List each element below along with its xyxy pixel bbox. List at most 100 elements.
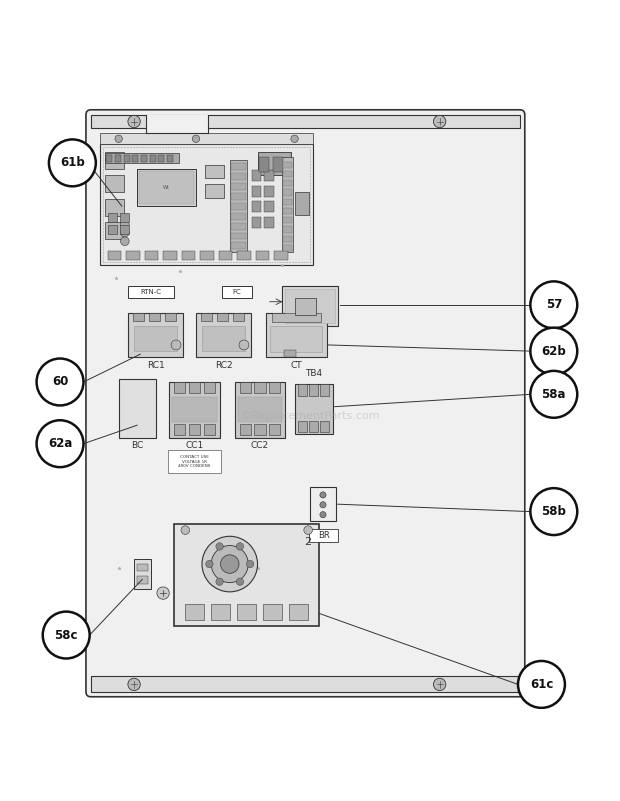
Bar	[137, 564, 148, 571]
Bar	[255, 251, 269, 260]
Bar	[295, 192, 309, 215]
Circle shape	[246, 561, 254, 568]
Circle shape	[304, 525, 312, 534]
Bar	[134, 327, 177, 351]
Bar	[205, 165, 224, 179]
Bar	[283, 162, 292, 167]
Bar	[265, 313, 327, 357]
FancyBboxPatch shape	[86, 110, 525, 697]
Circle shape	[433, 115, 446, 127]
Text: RC2: RC2	[215, 360, 232, 370]
Bar	[107, 213, 117, 222]
Circle shape	[320, 501, 326, 508]
Circle shape	[236, 578, 244, 586]
Bar	[231, 213, 246, 219]
Circle shape	[120, 237, 129, 246]
Bar	[106, 155, 112, 162]
Bar	[238, 397, 282, 422]
Bar	[100, 133, 313, 144]
Bar	[105, 175, 123, 192]
Bar	[283, 217, 292, 223]
Bar	[118, 379, 156, 437]
Text: 58b: 58b	[541, 505, 566, 518]
Bar	[211, 604, 230, 620]
Bar	[289, 604, 308, 620]
Bar	[269, 382, 280, 393]
Bar	[273, 157, 283, 172]
Text: Wt: Wt	[162, 185, 170, 190]
Text: 61c: 61c	[529, 678, 553, 691]
Text: CC2: CC2	[251, 441, 269, 450]
Bar	[205, 184, 224, 198]
Circle shape	[291, 135, 298, 143]
Bar	[174, 382, 185, 393]
Bar	[282, 157, 293, 252]
Text: BC: BC	[131, 441, 143, 450]
Bar	[139, 171, 194, 204]
Bar	[231, 173, 246, 180]
Bar	[309, 384, 318, 396]
Text: FC: FC	[232, 289, 242, 295]
Circle shape	[236, 543, 244, 550]
Circle shape	[128, 678, 140, 690]
Bar	[146, 115, 208, 133]
Bar	[298, 421, 307, 432]
Bar	[283, 189, 292, 195]
Bar	[257, 151, 291, 175]
Circle shape	[530, 281, 577, 328]
Text: CC1: CC1	[185, 441, 204, 450]
Bar	[233, 313, 244, 321]
Bar	[264, 186, 273, 197]
Bar	[321, 384, 329, 396]
Bar	[263, 604, 281, 620]
Circle shape	[518, 661, 565, 708]
Bar	[231, 193, 246, 200]
Bar	[231, 232, 246, 239]
Bar	[283, 199, 292, 205]
Bar	[272, 313, 321, 322]
Bar	[254, 382, 265, 393]
Circle shape	[216, 578, 223, 586]
Bar	[105, 153, 179, 163]
Bar	[252, 216, 261, 227]
Bar	[259, 157, 269, 172]
Circle shape	[37, 359, 84, 405]
Bar	[144, 251, 158, 260]
Bar	[169, 382, 220, 437]
Bar	[182, 251, 195, 260]
Bar	[237, 604, 255, 620]
Bar	[231, 163, 246, 171]
Bar	[283, 208, 292, 214]
Bar	[231, 223, 246, 230]
Circle shape	[37, 421, 84, 467]
Bar	[298, 384, 307, 396]
Bar	[264, 201, 273, 212]
Text: ©ReplacementParts.com: ©ReplacementParts.com	[240, 411, 380, 421]
Bar	[120, 213, 129, 222]
Text: TB4: TB4	[305, 368, 322, 377]
Text: 57: 57	[546, 298, 562, 312]
Text: 60: 60	[52, 376, 68, 388]
Bar	[165, 313, 176, 321]
Bar	[283, 245, 292, 252]
Bar	[204, 424, 215, 435]
Circle shape	[192, 135, 200, 143]
Bar	[252, 171, 261, 181]
Bar	[174, 524, 319, 626]
Bar	[107, 251, 121, 260]
Bar	[230, 159, 247, 252]
Bar	[189, 382, 200, 393]
Circle shape	[120, 228, 129, 237]
Bar	[158, 155, 164, 162]
Bar	[219, 251, 232, 260]
Bar	[264, 171, 273, 181]
Bar	[202, 327, 245, 351]
Bar	[137, 577, 148, 584]
Bar	[282, 286, 338, 327]
Bar	[240, 382, 250, 393]
Bar	[231, 243, 246, 249]
Text: BR: BR	[317, 531, 329, 540]
Bar	[189, 424, 200, 435]
Bar	[264, 216, 273, 227]
Text: 62a: 62a	[48, 437, 72, 450]
